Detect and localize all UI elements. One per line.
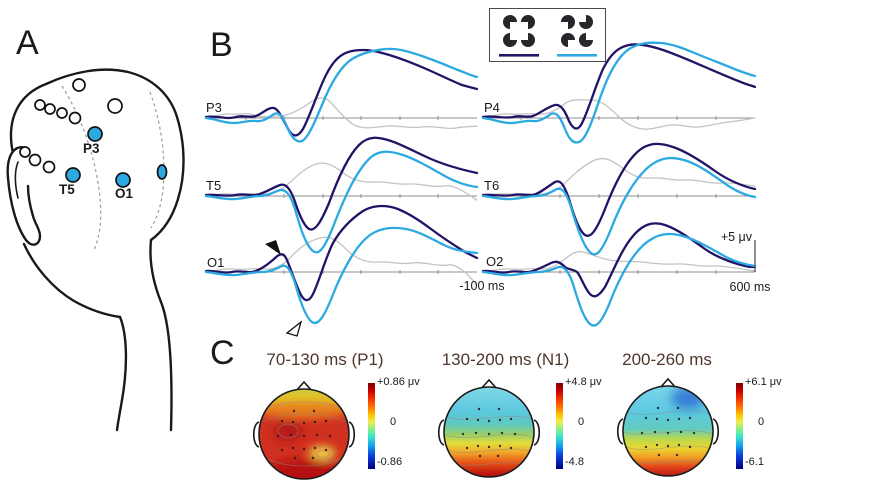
panel-c-label: C xyxy=(210,334,235,372)
left-ear-icon xyxy=(616,418,624,445)
p3-trace-illusory xyxy=(204,48,479,137)
t6-trace-control xyxy=(481,156,757,256)
p4-trace-control xyxy=(481,41,757,144)
time-start-label: -100 ms xyxy=(459,279,504,293)
electrode-dots xyxy=(276,409,332,460)
topomap-p1 xyxy=(252,380,356,480)
electrode-t5-marker xyxy=(65,167,81,183)
cap-seam-lines xyxy=(61,85,165,251)
left-ear-icon xyxy=(252,421,260,448)
o2-trace-control xyxy=(481,232,757,327)
t5-trace-illusory xyxy=(204,136,479,231)
amplitude-label: +5 μv xyxy=(721,230,753,244)
electrode-o1-marker xyxy=(115,172,131,188)
legend-line-illusory xyxy=(499,54,539,57)
head-circle-outline xyxy=(258,388,350,480)
time-end-label: 600 ms xyxy=(730,280,771,294)
t5-axis xyxy=(206,194,477,198)
electrode-t5-label: T5 xyxy=(59,182,75,197)
colorbar-n1-min: -4.8 xyxy=(565,456,584,468)
colorbar-p1 xyxy=(368,383,375,469)
topomap-late-field xyxy=(623,386,713,476)
left-ear-icon xyxy=(437,419,445,446)
topomap-p1-field xyxy=(259,389,349,479)
electrode-labels: P3 T5 O1 xyxy=(59,141,134,201)
colorbar-late-max: +6.1 μv xyxy=(745,376,782,388)
p3-trace-gray xyxy=(205,97,478,130)
colorbar-p1-min: -0.86 xyxy=(377,456,403,468)
colorbar-p1-zero: 0 xyxy=(390,416,397,428)
topomap-n1-field xyxy=(444,387,534,477)
o1-trace-gray xyxy=(205,236,478,286)
colorbar-n1-zero: 0 xyxy=(578,416,585,428)
erp-waveform-plots: P3 T5 O1 P4 T6 O2 -100 ms 600 ms +5 μv xyxy=(204,41,771,337)
panel-b-label: B xyxy=(210,26,233,64)
colorbar-late xyxy=(736,383,743,469)
open-arrowhead-icon xyxy=(285,320,303,337)
rotated-stimulus-icon xyxy=(561,15,593,47)
p3-trace-control xyxy=(204,47,479,143)
highlighted-electrodes xyxy=(65,126,168,188)
o1-trace-illusory xyxy=(204,204,479,302)
colorbar-late-zero: 0 xyxy=(758,416,765,428)
electrode-o1-label: O1 xyxy=(115,186,134,201)
filled-arrowhead-icon xyxy=(265,240,281,255)
right-ear-icon xyxy=(533,419,541,446)
panel-a-label: A xyxy=(16,24,39,62)
map1-title: 70-130 ms (P1) xyxy=(266,350,384,369)
head-circle-outline xyxy=(443,386,535,478)
o2-trace-illusory xyxy=(481,222,757,298)
head-schematic: P3 T5 O1 xyxy=(6,68,185,432)
right-ear-icon xyxy=(348,421,356,448)
kanizsa-stimulus-icon xyxy=(503,15,535,47)
electrode-dots xyxy=(461,407,517,458)
t5-plot-label: T5 xyxy=(206,178,221,193)
map2-title: 130-200 ms (N1) xyxy=(441,350,570,369)
unmarked-electrodes xyxy=(19,78,123,174)
p4-trace-gray xyxy=(482,99,756,130)
t5-trace-control xyxy=(204,150,479,254)
t6-plot-label: T6 xyxy=(484,178,499,193)
colorbar-p1-max: +0.86 μv xyxy=(377,376,420,388)
p4-trace-illusory xyxy=(481,43,757,130)
stimulus-legend-art xyxy=(499,15,597,57)
t6-axis xyxy=(483,194,755,198)
electrode-dots xyxy=(640,406,696,457)
topomap-late xyxy=(616,377,720,477)
o2-trace-gray xyxy=(482,250,756,273)
topomap-n1 xyxy=(437,378,541,478)
electrode-p3-marker xyxy=(87,126,103,142)
electrode-p3-label: P3 xyxy=(83,141,100,156)
map3-title: 200-260 ms xyxy=(622,350,712,369)
head-outline xyxy=(6,68,185,432)
p4-plot-label: P4 xyxy=(484,100,500,115)
o2-plot-label: O2 xyxy=(486,254,503,269)
legend-line-control xyxy=(557,54,597,57)
electrode-edge-marker xyxy=(156,164,168,180)
colorbar-n1 xyxy=(556,383,563,469)
p3-plot-label: P3 xyxy=(206,100,222,115)
colorbar-n1-max: +4.8 μv xyxy=(565,376,602,388)
t6-trace-illusory xyxy=(481,142,757,237)
o1-plot-label: O1 xyxy=(207,255,224,270)
stimulus-legend xyxy=(489,8,606,62)
right-ear-icon xyxy=(712,418,720,445)
head-circle-outline xyxy=(622,385,714,477)
o1-trace-control xyxy=(204,226,479,325)
colorbar-late-min: -6.1 xyxy=(745,456,764,468)
